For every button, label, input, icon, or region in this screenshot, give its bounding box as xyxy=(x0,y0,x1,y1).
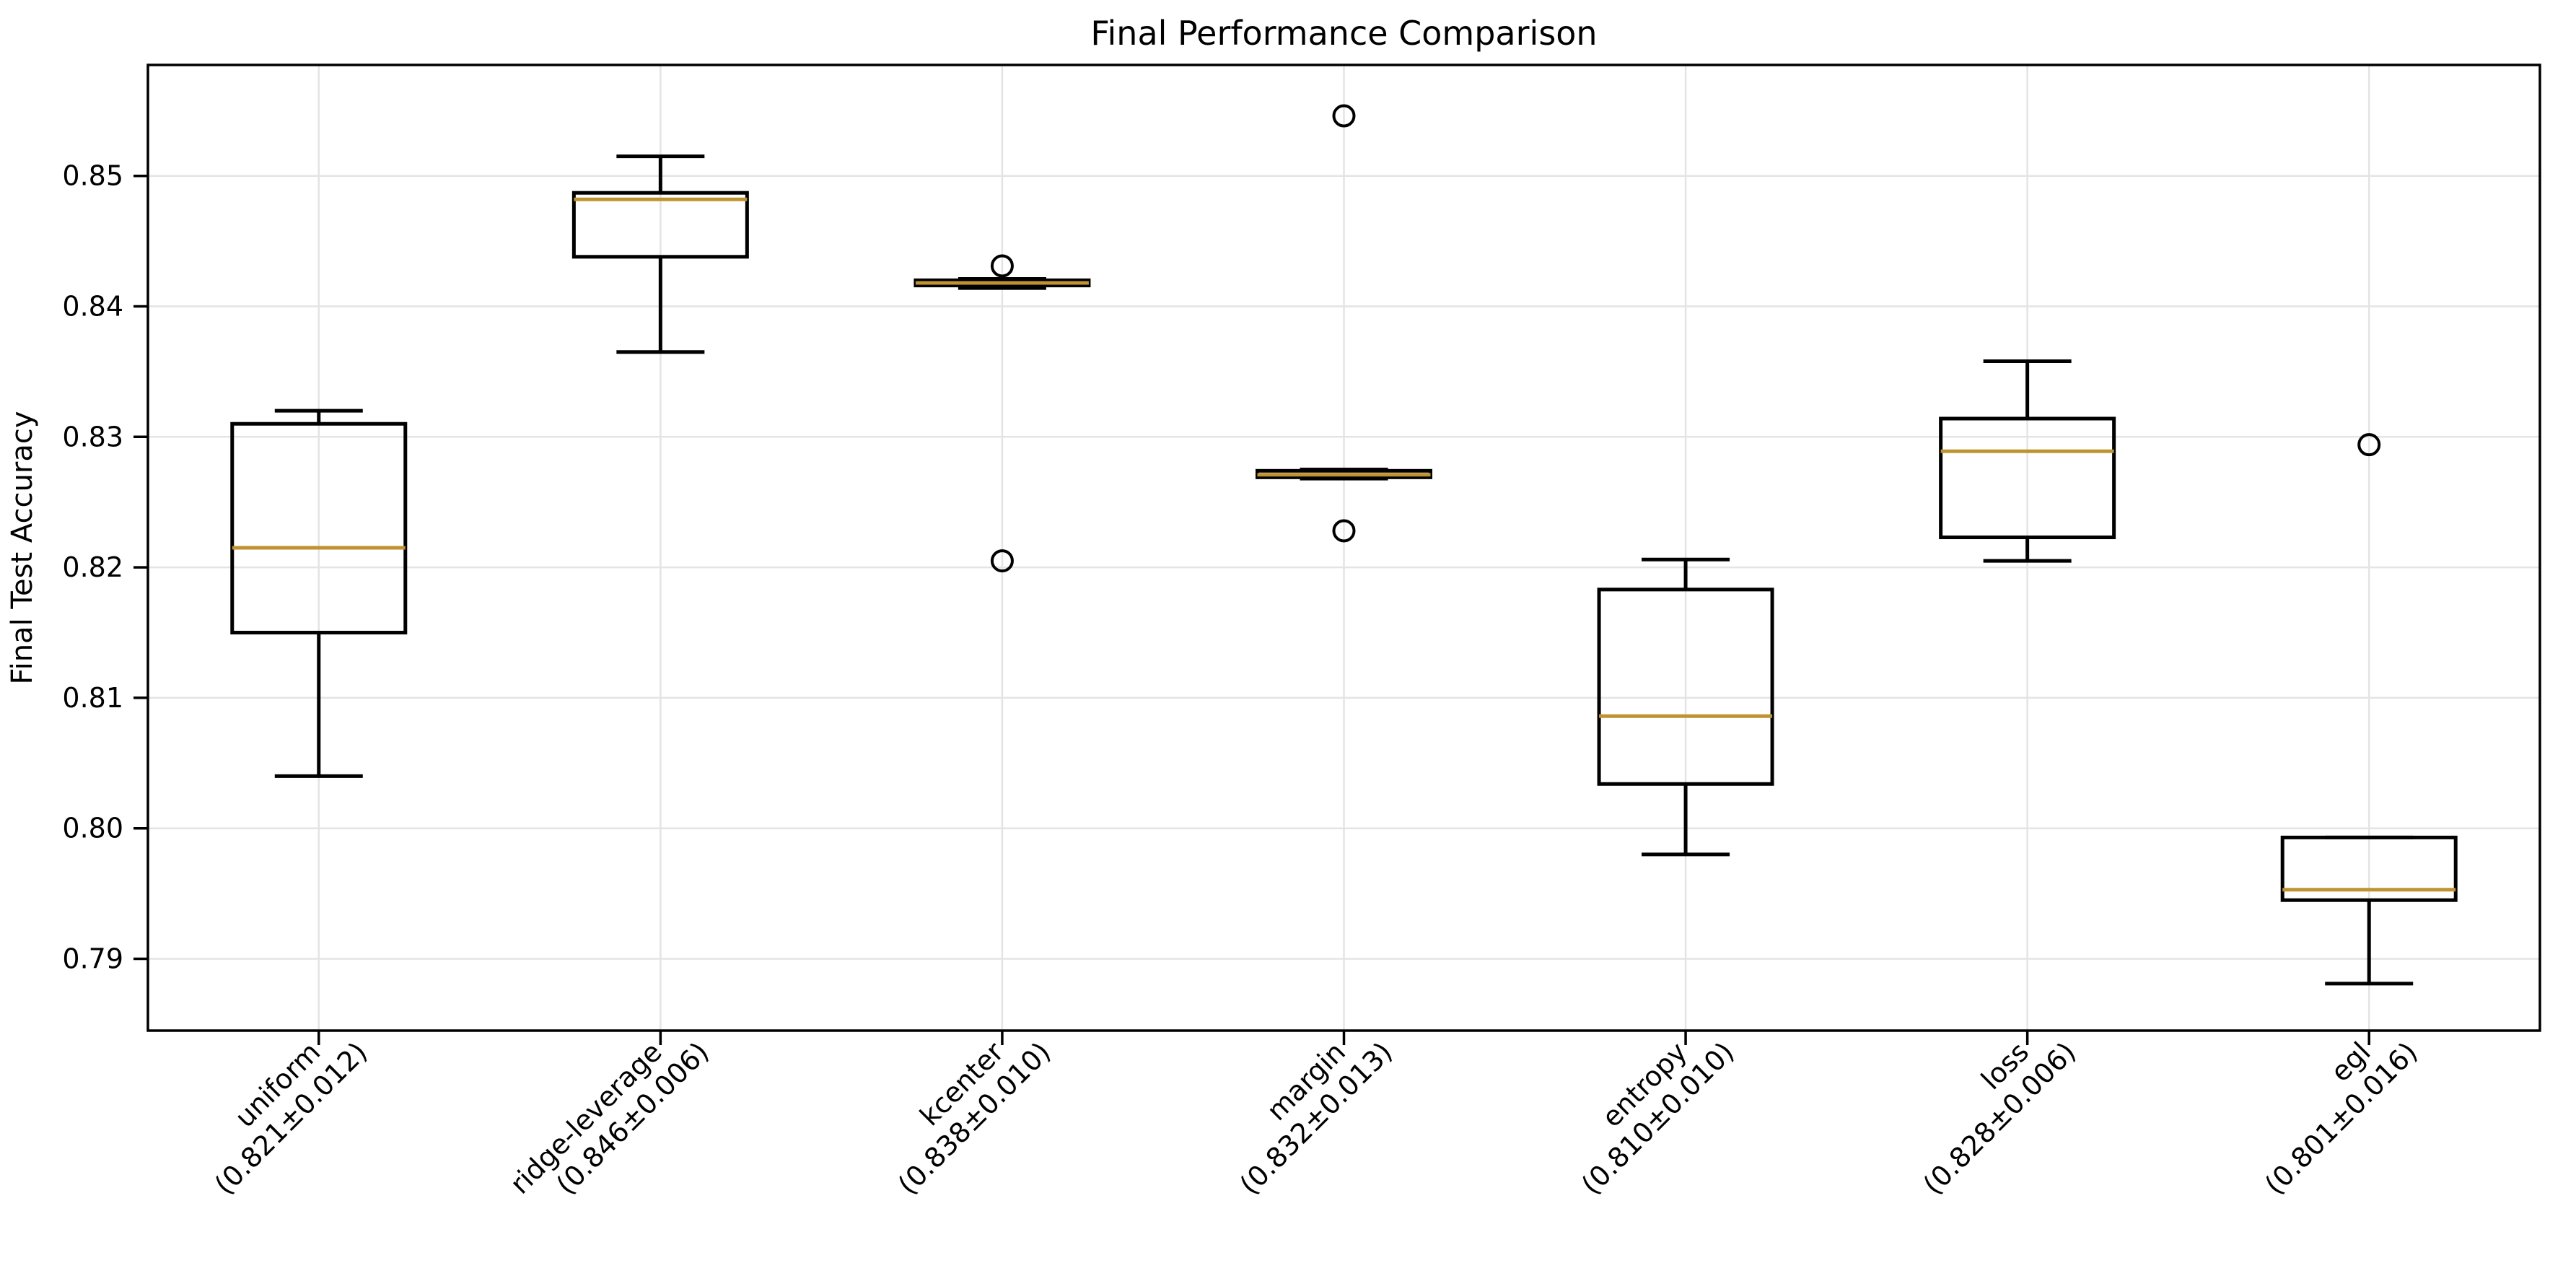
x-category-label-group: loss(0.828±0.006) xyxy=(1917,1036,2082,1200)
outlier-point xyxy=(1332,104,1356,128)
x-category-label-group: uniform(0.821±0.012) xyxy=(209,1036,373,1200)
box xyxy=(230,421,408,635)
outlier-point xyxy=(1332,519,1356,543)
y-tick-label: 0.83 xyxy=(62,421,123,453)
box xyxy=(1597,587,1774,786)
chart-title: Final Performance Comparison xyxy=(1090,14,1597,53)
x-category-label-group: egl(0.801±0.016) xyxy=(2259,1036,2423,1200)
y-tick-label: 0.82 xyxy=(62,551,123,583)
y-tick-label: 0.79 xyxy=(62,943,123,975)
box xyxy=(2280,835,2458,902)
x-category-label-group: kcenter(0.838±0.010) xyxy=(892,1036,1056,1201)
y-tick-label: 0.85 xyxy=(62,160,123,192)
x-category-label-group: margin(0.832±0.013) xyxy=(1234,1036,1398,1200)
outlier-point xyxy=(2357,433,2381,457)
outlier-point xyxy=(990,549,1014,573)
y-axis-label: Final Test Accuracy xyxy=(6,411,39,684)
x-category-label-group: ridge-leverage(0.846±0.006) xyxy=(504,1036,715,1200)
box xyxy=(571,191,749,259)
outlier-point xyxy=(990,254,1014,278)
x-category-label-group: entropy(0.810±0.010) xyxy=(1575,1036,1740,1200)
y-tick-label: 0.81 xyxy=(62,682,123,714)
y-tick-label: 0.80 xyxy=(62,813,123,844)
box xyxy=(1939,416,2116,540)
y-tick-label: 0.84 xyxy=(62,291,123,323)
